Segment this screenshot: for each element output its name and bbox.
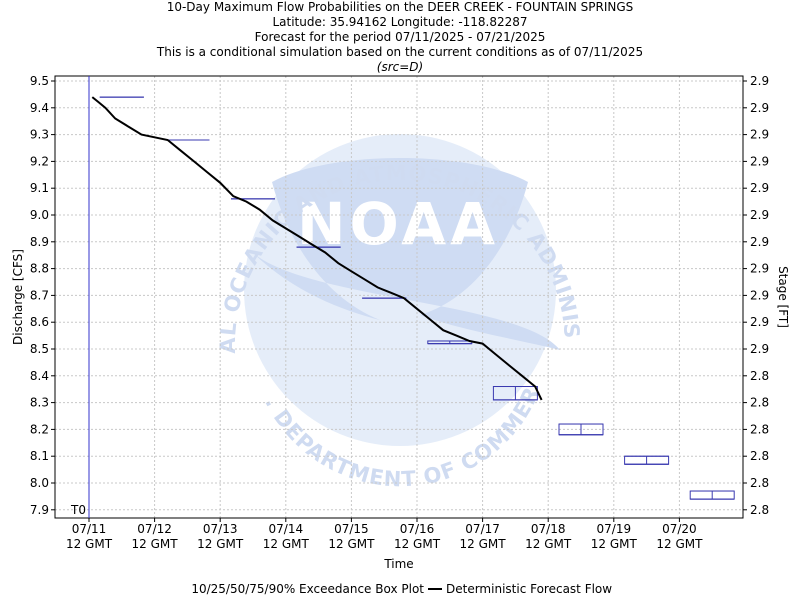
y-tick-label-left: 8.5 — [30, 342, 49, 356]
y-tick-label-right: 2.8 — [750, 369, 769, 383]
y-tick-label-right: 2.9 — [750, 74, 769, 88]
y-tick-label-right: 2.8 — [750, 449, 769, 463]
t0-label: T0 — [70, 503, 86, 517]
y-tick-label-right: 2.9 — [750, 101, 769, 115]
chart-title-line-3: Forecast for the period 07/11/2025 - 07/… — [254, 30, 546, 44]
x-tick-date: 07/12 — [137, 522, 172, 536]
box-plot — [689, 490, 735, 500]
y-tick-label-right: 2.9 — [750, 154, 769, 168]
y-tick-label-left: 8.3 — [30, 396, 49, 410]
y-axis-label-right: Stage [FT] — [776, 266, 790, 328]
x-tick-date: 07/17 — [465, 522, 500, 536]
y-tick-label-right: 2.9 — [750, 235, 769, 249]
x-tick-time: 12 GMT — [132, 537, 179, 551]
y-tick-label-left: 8.1 — [30, 449, 49, 463]
y-tick-label-right: 2.9 — [750, 181, 769, 195]
x-tick-date: 07/14 — [269, 522, 304, 536]
legend-box-label: 10/25/50/75/90% Exceedance Box Plot — [191, 582, 424, 596]
y-tick-label-left: 9.1 — [30, 181, 49, 195]
y-tick-label-left: 8.4 — [30, 369, 49, 383]
x-tick-time: 12 GMT — [525, 537, 572, 551]
box-plot — [624, 455, 670, 465]
x-tick-date: 07/11 — [72, 522, 107, 536]
x-tick-date: 07/15 — [334, 522, 369, 536]
y-tick-label-right: 2.8 — [750, 396, 769, 410]
x-tick-time: 12 GMT — [656, 537, 703, 551]
x-axis-label: Time — [383, 557, 413, 571]
x-tick-time: 12 GMT — [66, 537, 113, 551]
y-tick-label-left: 8.0 — [30, 476, 49, 490]
y-tick-label-left: 9.5 — [30, 74, 49, 88]
y-tick-label-right: 2.9 — [750, 208, 769, 222]
y-tick-label-right: 2.9 — [750, 262, 769, 276]
y-tick-label-right: 2.8 — [750, 503, 769, 517]
y-tick-label-right: 2.8 — [750, 476, 769, 490]
box-plots — [99, 96, 735, 500]
y-tick-label-left: 7.9 — [30, 503, 49, 517]
x-tick-time: 12 GMT — [460, 537, 507, 551]
y-tick-label-right: 2.9 — [750, 342, 769, 356]
y-tick-label-left: 8.9 — [30, 235, 49, 249]
y-tick-label-left: 8.2 — [30, 422, 49, 436]
chart-title-line-2: Latitude: 35.94162 Longitude: -118.82287 — [272, 15, 528, 29]
x-tick-date: 07/19 — [597, 522, 632, 536]
plot-frame — [54, 75, 744, 519]
chart-title-block: 10-Day Maximum Flow Probabilities on the… — [0, 0, 800, 75]
legend: 10/25/50/75/90% Exceedance Box Plot Dete… — [191, 582, 612, 596]
chart-title-line-4: This is a conditional simulation based o… — [156, 45, 644, 59]
x-tick-time: 12 GMT — [591, 537, 638, 551]
left-axis: 9.5 9.4 9.3 9.2 9.1 9.0 8.9 8.8 8.7 8.6 8.5 8.4 8.3 8… — [30, 74, 55, 517]
y-tick-label-left: 9.2 — [30, 154, 49, 168]
chart-title-line-1: 10-Day Maximum Flow Probabilities on the… — [166, 0, 634, 14]
x-tick-date: 07/16 — [400, 522, 435, 536]
source-note: (src=D) — [376, 60, 424, 74]
x-tick-time: 12 GMT — [263, 537, 310, 551]
box-plot — [558, 423, 604, 436]
x-tick-date: 07/18 — [531, 522, 566, 536]
noaa-watermark: NOAA NATIONAL OCEANIC AND ATMOSPHERIC AD… — [0, 0, 583, 491]
legend-line-label: Deterministic Forecast Flow — [446, 582, 612, 596]
y-tick-label-left: 9.4 — [30, 101, 49, 115]
x-tick-date: 07/13 — [203, 522, 238, 536]
deterministic-forecast-line — [91, 96, 543, 401]
y-axis-label-left: Discharge [CFS] — [11, 249, 25, 345]
x-tick-time: 12 GMT — [328, 537, 375, 551]
y-tick-label-left: 8.8 — [30, 262, 49, 276]
y-tick-label-right: 2.9 — [750, 315, 769, 329]
y-tick-label-left: 9.0 — [30, 208, 49, 222]
x-tick-time: 12 GMT — [394, 537, 441, 551]
y-tick-label-left: 8.6 — [30, 315, 49, 329]
y-tick-label-right: 2.9 — [750, 128, 769, 142]
right-axis: 2.9 2.9 2.9 2.9 2.9 2.9 2.9 2.9 2.9 2.9 2.9 2.8 2.8 2… — [743, 74, 769, 517]
y-tick-label-left: 9.3 — [30, 128, 49, 142]
y-tick-label-right: 2.8 — [750, 422, 769, 436]
y-tick-label-right: 2.9 — [750, 288, 769, 302]
x-tick-time: 12 GMT — [197, 537, 244, 551]
y-tick-label-left: 8.7 — [30, 288, 49, 302]
x-tick-date: 07/20 — [662, 522, 697, 536]
